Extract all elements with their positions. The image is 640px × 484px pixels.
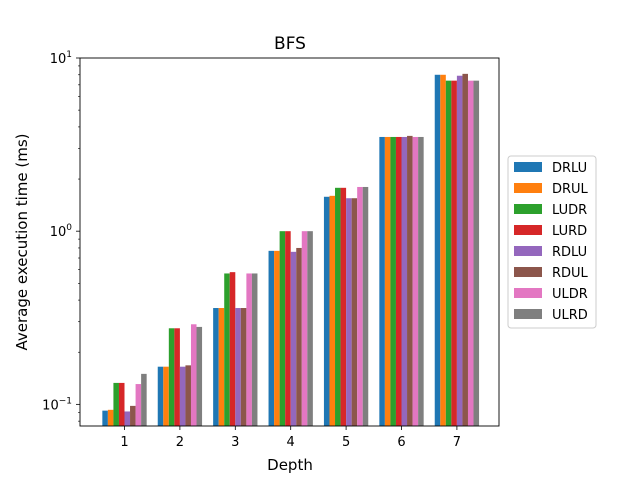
bar-rdlu-depth-7: [456, 75, 463, 426]
bar-lurd-depth-6: [395, 136, 402, 426]
plot-frame: [79, 57, 500, 427]
y-tick-label: 100: [50, 223, 73, 240]
bar-uldr-depth-4: [301, 231, 308, 426]
y-axis-label: Average execution time (ms): [13, 133, 31, 350]
legend-label-uldr: ULDR: [552, 287, 588, 302]
bar-rdul-depth-2: [185, 365, 191, 426]
legend-swatch-ulrd: [514, 309, 542, 319]
bar-uldr-depth-2: [190, 324, 197, 426]
bar-rdul-depth-6: [407, 135, 413, 426]
bars-group: [102, 73, 480, 427]
y-tick-label: 101: [50, 50, 72, 67]
bar-drul-depth-7: [440, 74, 446, 426]
y-tick-label: 10−1: [42, 396, 72, 413]
x-tick-label: 2: [176, 435, 184, 450]
bar-lurd-depth-7: [451, 80, 457, 427]
bar-ulrd-depth-3: [251, 273, 258, 426]
bar-ludr-depth-2: [168, 328, 175, 426]
bar-uldr-depth-6: [412, 136, 419, 426]
bar-ludr-depth-7: [445, 80, 452, 427]
bar-rdlu-depth-3: [235, 308, 241, 426]
bar-drul-depth-1: [107, 409, 114, 426]
bar-rdul-depth-1: [130, 405, 136, 426]
x-tick-label: 7: [453, 435, 461, 450]
legend-label-ludr: LUDR: [552, 203, 587, 218]
bar-lurd-depth-4: [285, 231, 291, 426]
chart-title: BFS: [274, 34, 306, 54]
bar-drul-depth-4: [274, 250, 280, 426]
bar-drlu-depth-1: [102, 410, 108, 426]
legend-label-ulrd: ULRD: [552, 308, 588, 323]
legend-label-lurd: LURD: [552, 224, 587, 239]
bar-lurd-depth-3: [229, 272, 236, 426]
bar-rdlu-depth-1: [124, 411, 131, 426]
x-axis-ticks: 1 2 3 4 5 6 7: [120, 426, 461, 450]
bar-lurd-depth-1: [118, 382, 125, 426]
bar-ulrd-depth-2: [196, 326, 203, 426]
bar-ludr-depth-3: [224, 273, 230, 426]
bar-ulrd-depth-7: [473, 80, 480, 427]
bar-drlu-depth-4: [268, 250, 275, 426]
legend-label-rdul: RDUL: [552, 266, 589, 281]
legend-swatch-uldr: [514, 288, 542, 298]
bar-rdlu-depth-6: [401, 136, 408, 426]
legend-swatch-rdul: [514, 267, 542, 277]
legend: DRLU DRUL LUDR LURD RDLU RDUL ULDR ULRD: [507, 155, 597, 329]
x-axis-label: Depth: [267, 456, 313, 474]
legend-box: [507, 155, 597, 329]
x-tick-label: 5: [342, 435, 350, 450]
bar-drlu-depth-5: [323, 196, 330, 426]
bar-drul-depth-2: [163, 366, 169, 426]
legend-swatch-lurd: [514, 225, 542, 235]
legend-swatch-ludr: [514, 204, 542, 214]
bar-drlu-depth-6: [379, 136, 385, 426]
legend-swatch-drlu: [514, 162, 542, 172]
bar-drul-depth-3: [218, 308, 225, 426]
x-tick-label: 4: [287, 435, 295, 450]
bar-drlu-depth-2: [157, 366, 164, 426]
bar-rdul-depth-3: [240, 308, 247, 426]
y-axis-ticks: 10−1 100 101: [42, 50, 80, 422]
bar-ulrd-depth-5: [362, 186, 369, 426]
bar-ludr-depth-6: [390, 136, 396, 426]
bar-lurd-depth-2: [174, 328, 180, 426]
bar-ulrd-depth-6: [418, 136, 424, 426]
bar-drlu-depth-3: [213, 308, 219, 426]
bar-uldr-depth-1: [135, 384, 142, 426]
x-tick-label: 6: [397, 435, 405, 450]
bar-ludr-depth-1: [113, 382, 119, 426]
bar-rdlu-depth-2: [179, 366, 186, 426]
bar-uldr-depth-7: [467, 80, 474, 427]
legend-label-drul: DRUL: [552, 182, 589, 197]
legend-swatch-rdlu: [514, 246, 542, 256]
bar-drlu-depth-7: [434, 74, 441, 426]
bar-drul-depth-5: [329, 195, 336, 426]
bar-ludr-depth-5: [335, 187, 341, 426]
legend-label-rdlu: RDLU: [552, 245, 587, 260]
bar-rdlu-depth-5: [346, 198, 352, 426]
x-tick-label: 1: [120, 435, 128, 450]
bar-ulrd-depth-1: [141, 373, 147, 426]
bar-drul-depth-6: [384, 136, 391, 426]
bar-rdul-depth-5: [351, 198, 358, 426]
bar-uldr-depth-5: [357, 186, 363, 426]
bar-rdul-depth-4: [296, 247, 302, 426]
legend-swatch-drul: [514, 183, 542, 193]
bar-rdlu-depth-4: [290, 251, 297, 426]
bar-lurd-depth-5: [340, 187, 347, 426]
bar-ludr-depth-4: [279, 231, 286, 426]
x-tick-label: 3: [231, 435, 239, 450]
legend-label-drlu: DRLU: [552, 161, 587, 176]
bar-ulrd-depth-4: [307, 231, 313, 426]
bar-rdul-depth-7: [462, 73, 468, 426]
bar-uldr-depth-3: [246, 273, 252, 426]
